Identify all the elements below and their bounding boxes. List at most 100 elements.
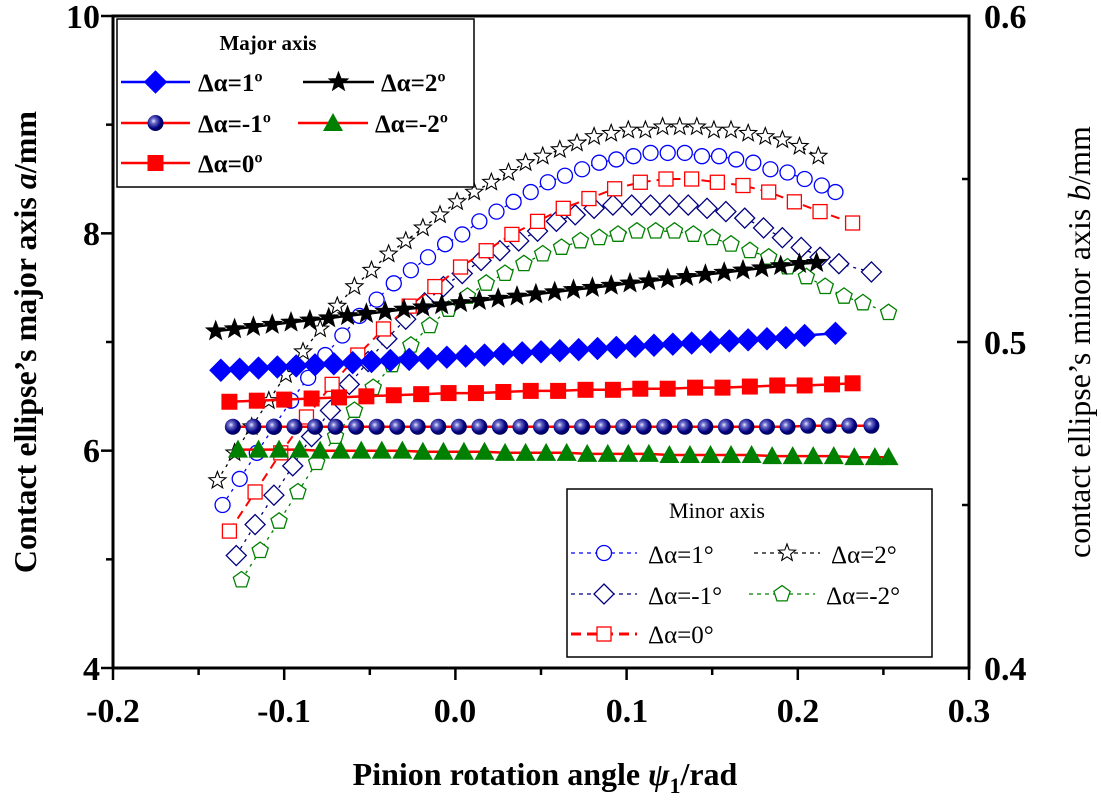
data-point	[378, 348, 403, 373]
data-point	[512, 418, 529, 435]
data-point	[771, 226, 794, 249]
y-axis-title-unit: /mm	[7, 111, 43, 175]
data-point	[395, 230, 416, 250]
data-point	[728, 151, 745, 168]
data-point	[864, 447, 885, 466]
legend-major-swatches	[121, 70, 374, 171]
data-point	[430, 293, 453, 315]
data-point	[284, 354, 308, 378]
data-point	[827, 183, 844, 201]
data-point	[420, 316, 439, 334]
data-point	[808, 145, 829, 165]
data-point	[604, 381, 621, 398]
x-tick-label: 0.2	[777, 693, 820, 730]
data-point	[574, 418, 591, 435]
data-point	[854, 293, 872, 311]
data-point	[245, 418, 262, 435]
data-point	[750, 256, 773, 278]
y2-tick-label: 0.6	[984, 0, 1027, 36]
data-point	[368, 418, 385, 435]
data-point	[371, 440, 392, 459]
data-point	[652, 116, 673, 136]
data-point	[555, 200, 571, 216]
x-axis-title-text: Pinion rotation angle	[353, 756, 648, 792]
data-point	[481, 171, 502, 191]
data-point	[336, 304, 359, 326]
data-point	[823, 321, 848, 346]
data-point	[639, 194, 662, 216]
data-point	[642, 144, 659, 162]
data-point	[303, 353, 327, 377]
data-point	[700, 445, 721, 464]
y2-axis-title-unit: /mm	[1061, 126, 1097, 185]
data-point	[385, 275, 402, 292]
data-point	[510, 341, 534, 365]
data-point	[280, 310, 302, 332]
data-point	[452, 259, 469, 275]
data-point	[358, 388, 375, 405]
data-point	[351, 440, 372, 459]
data-point	[735, 177, 751, 194]
data-point	[762, 446, 783, 465]
data-point	[397, 347, 421, 372]
legend-swatch-marker	[593, 583, 615, 605]
data-point	[204, 319, 227, 341]
legend-swatch-marker	[596, 626, 612, 642]
legend-swatch-marker	[595, 544, 613, 562]
data-point	[686, 116, 707, 136]
data-point	[543, 280, 566, 302]
data-point	[573, 161, 591, 178]
data-point	[389, 418, 406, 435]
data-point	[293, 341, 314, 361]
y-tick-label: 10	[66, 0, 100, 36]
data-point	[581, 276, 604, 297]
data-point	[440, 385, 457, 402]
data-point	[471, 213, 488, 230]
data-point	[600, 274, 623, 295]
x-axis-title-symbol: ψ	[648, 756, 670, 792]
data-point	[796, 377, 813, 394]
data-point	[207, 469, 228, 490]
data-point	[488, 203, 505, 220]
data-point	[741, 378, 758, 395]
data-point	[860, 260, 883, 283]
data-point	[307, 418, 324, 435]
data-point	[703, 228, 722, 246]
data-point	[221, 393, 238, 410]
data-point	[419, 249, 437, 266]
legend-major-box	[116, 18, 475, 188]
data-point	[300, 369, 317, 387]
y2-tick-label: 0.5	[984, 325, 1027, 362]
legend-minor-swatches	[571, 542, 820, 642]
x-axis-title: Pinion rotation angle ψ1/rad	[353, 756, 738, 798]
data-point	[661, 332, 685, 356]
data-point	[658, 194, 681, 216]
data-point	[824, 376, 841, 393]
data-point	[536, 442, 557, 461]
data-point	[338, 373, 361, 396]
data-point	[478, 243, 494, 259]
data-point	[769, 377, 786, 394]
data-point	[472, 343, 497, 367]
data-point	[552, 238, 571, 255]
data-point	[556, 442, 577, 461]
data-point	[553, 418, 570, 435]
data-point	[232, 570, 251, 588]
data-point	[327, 418, 344, 435]
legend-minor-box	[566, 488, 933, 658]
data-point	[732, 258, 754, 280]
data-point	[591, 154, 608, 171]
data-point	[276, 391, 293, 408]
data-point	[495, 383, 512, 400]
data-point	[693, 148, 711, 165]
data-point	[409, 418, 426, 435]
data-point	[303, 390, 320, 407]
data-point	[453, 344, 478, 368]
data-point	[566, 337, 591, 362]
x-tick-label: -0.1	[257, 693, 311, 730]
data-point	[779, 164, 796, 181]
data-point	[539, 174, 556, 191]
data-point	[665, 221, 684, 239]
data-point	[738, 418, 755, 435]
data-point	[474, 441, 495, 460]
